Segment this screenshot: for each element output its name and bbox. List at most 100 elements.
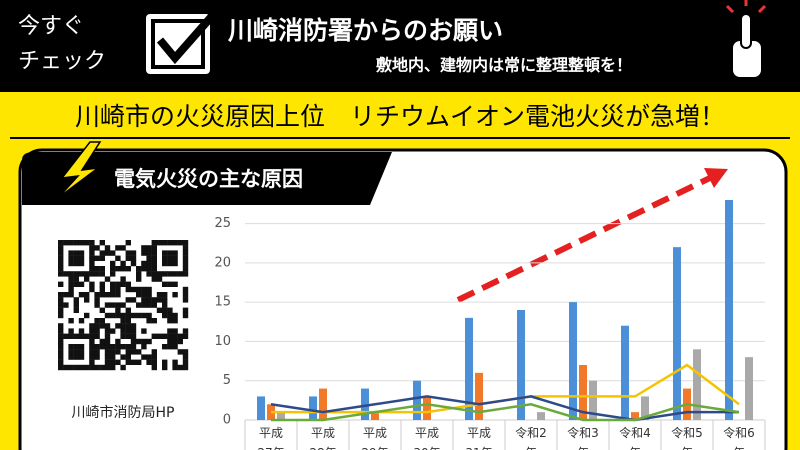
qr-module xyxy=(73,354,79,360)
qr-module xyxy=(94,349,100,355)
qr-module xyxy=(136,338,142,345)
qr-module xyxy=(120,302,126,308)
qr-module xyxy=(78,349,85,355)
qr-module xyxy=(136,286,142,293)
bar xyxy=(361,388,369,420)
qr-module xyxy=(115,359,121,365)
qr-module xyxy=(68,328,74,334)
qr-module xyxy=(151,255,157,261)
qr-module xyxy=(125,266,131,272)
qr-module xyxy=(89,333,95,339)
chart-title: 電気火災の主な原因 xyxy=(114,167,303,191)
bar xyxy=(257,396,265,420)
qr-module xyxy=(151,245,157,251)
qr-module xyxy=(78,271,85,277)
qr-module xyxy=(141,260,147,267)
qr-module xyxy=(125,286,131,293)
qr-module xyxy=(115,255,121,261)
qr-module xyxy=(58,349,64,355)
qr-module xyxy=(162,333,168,339)
qr-module xyxy=(136,292,142,298)
qr-module xyxy=(125,297,131,303)
qr-module xyxy=(182,312,189,319)
bar xyxy=(309,396,317,420)
qr-module xyxy=(78,354,85,360)
qr-module xyxy=(104,354,111,360)
qr-module xyxy=(125,312,131,319)
qr-module xyxy=(151,250,157,256)
qr-module xyxy=(172,344,178,350)
qr-module xyxy=(58,297,64,303)
x-tick-label: 令和2 年 xyxy=(515,426,547,450)
qr-module xyxy=(73,281,79,287)
lightning-icon xyxy=(57,141,102,199)
trend-arrow xyxy=(456,174,714,303)
bar xyxy=(319,388,327,420)
qr-module xyxy=(130,359,137,365)
qr-module xyxy=(167,281,173,287)
qr-module xyxy=(58,307,64,313)
qr-module xyxy=(89,271,95,277)
qr-module xyxy=(125,323,131,329)
qr-module xyxy=(99,364,105,371)
qr-module xyxy=(94,271,100,277)
qr-module xyxy=(120,276,126,282)
qr-module xyxy=(63,364,69,371)
qr-module xyxy=(146,292,152,298)
qr-module xyxy=(94,297,100,303)
qr-module xyxy=(136,359,142,365)
qr-module xyxy=(146,354,152,360)
y-tick-label: 5 xyxy=(223,373,231,388)
qr-module xyxy=(94,302,100,308)
qr-module xyxy=(151,240,157,246)
qr-module xyxy=(120,344,126,350)
qr-module xyxy=(125,318,131,324)
badge-line: 今すぐ xyxy=(18,14,84,39)
qr-module xyxy=(115,292,121,298)
qr-module xyxy=(172,255,178,261)
qr-module xyxy=(58,359,64,365)
qr-module xyxy=(89,328,95,334)
qr-module xyxy=(94,266,100,272)
x-tick-label: 平成 31年 xyxy=(465,426,492,450)
qr-module xyxy=(136,312,142,319)
qr-module xyxy=(182,271,189,277)
qr-module xyxy=(68,255,74,261)
qr-module xyxy=(125,333,131,339)
bar xyxy=(537,412,545,420)
qr-module xyxy=(141,250,147,256)
qr-module xyxy=(167,307,173,313)
qr-module xyxy=(172,281,178,287)
qr-module xyxy=(130,349,137,355)
qr-module xyxy=(151,354,157,360)
qr-module xyxy=(89,250,95,256)
qr-module xyxy=(89,354,95,360)
qr-module xyxy=(99,318,105,324)
qr-module xyxy=(182,349,189,355)
qr-module xyxy=(136,349,142,355)
qr-module xyxy=(73,333,79,339)
qr-module xyxy=(151,349,157,355)
qr-module xyxy=(172,250,178,256)
qr-module xyxy=(146,271,152,277)
qr-module xyxy=(125,359,131,365)
qr-module xyxy=(99,338,105,345)
qr-module xyxy=(78,333,85,339)
bar xyxy=(589,380,597,420)
x-tick-label: 令和3 年 xyxy=(567,426,599,450)
badge-line: チェック xyxy=(18,49,106,74)
x-tick-label: 平成 30年 xyxy=(413,426,440,450)
qr-module xyxy=(73,364,79,371)
qr-module xyxy=(68,250,74,256)
qr-module xyxy=(156,271,163,277)
qr-module xyxy=(130,333,137,339)
qr-module xyxy=(84,297,90,303)
qr-module xyxy=(182,333,189,339)
qr-module xyxy=(141,292,147,298)
qr-module xyxy=(115,344,121,350)
qr-module xyxy=(172,271,178,277)
qr-module xyxy=(68,271,74,277)
bar xyxy=(745,357,753,420)
